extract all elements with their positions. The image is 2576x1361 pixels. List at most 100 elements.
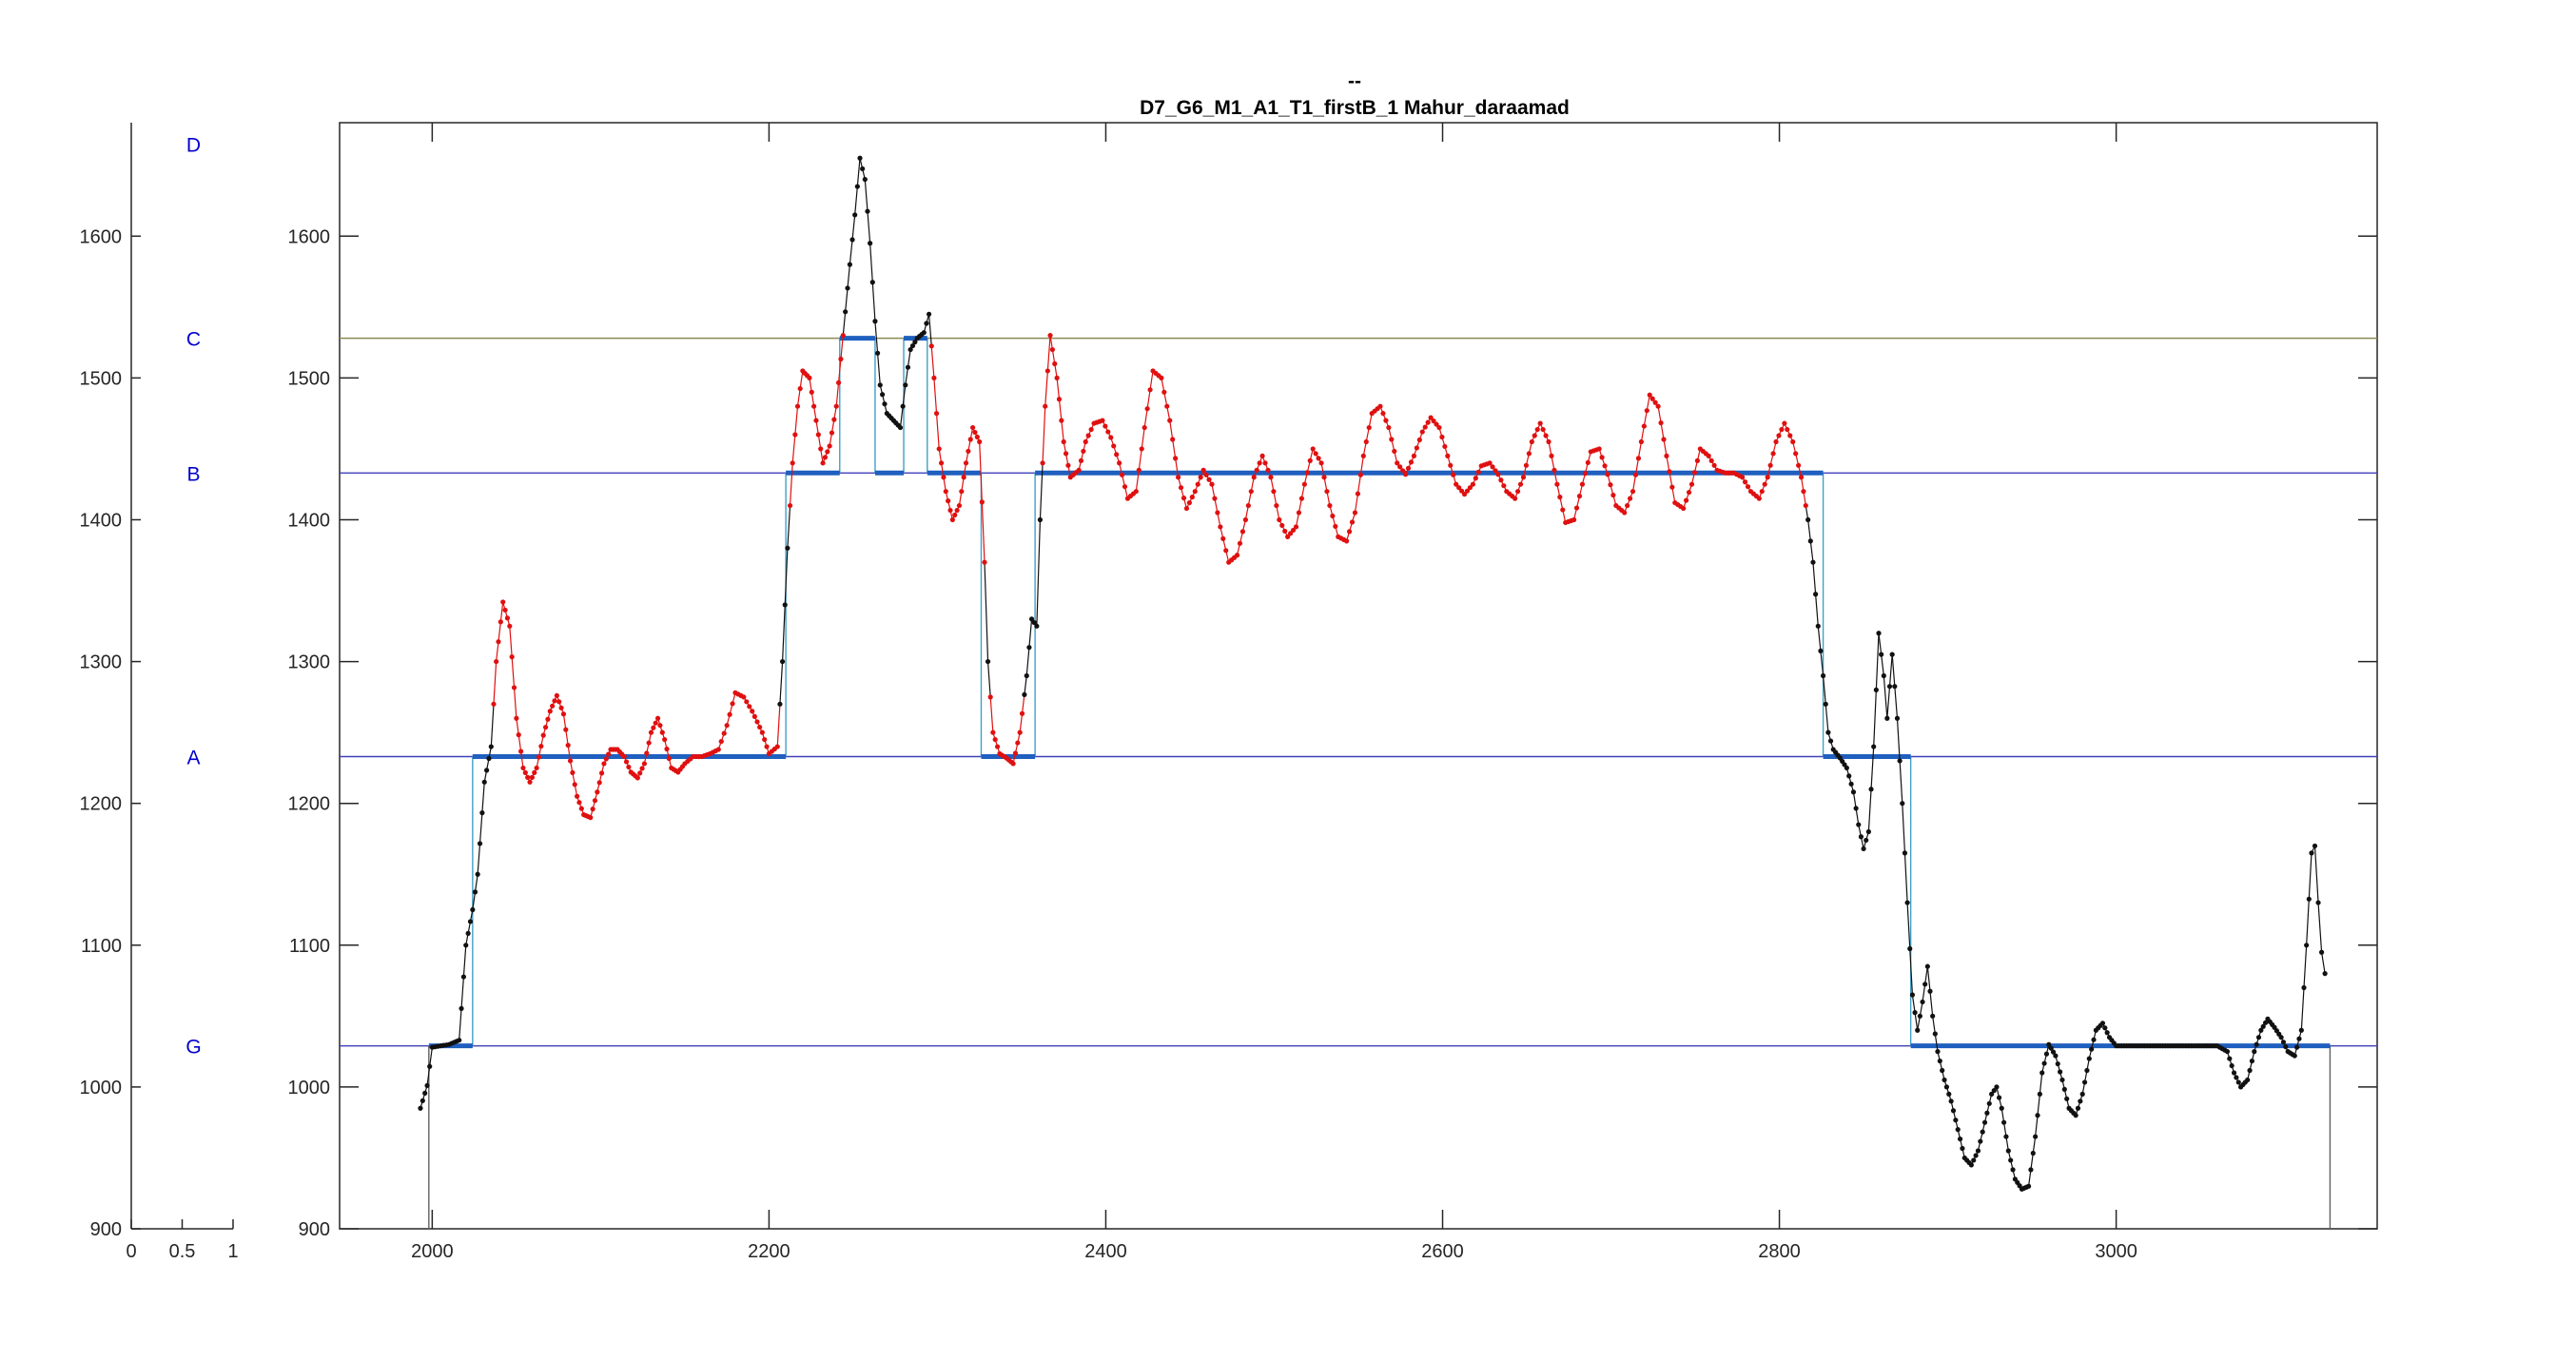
pitch-point (1763, 482, 1767, 487)
pitch-point (777, 702, 782, 707)
pitch-point (517, 732, 521, 737)
pitch-point (1580, 482, 1585, 487)
pitch-point (1920, 1000, 1924, 1004)
pitch-point (556, 699, 561, 704)
pitch-point (852, 212, 857, 217)
pitch-point (1935, 1049, 1940, 1054)
pitch-point (1804, 503, 1808, 508)
pitch-point (962, 475, 966, 479)
pitch-point (857, 156, 862, 161)
pitch-point (995, 744, 1000, 749)
pitch-point (2091, 1038, 2096, 1042)
pitch-point (1605, 472, 1610, 476)
pitch-point (785, 546, 790, 551)
pitch-point (880, 392, 885, 397)
pitch-point (518, 749, 523, 753)
pitch-point (1799, 475, 1804, 479)
pitch-point (836, 380, 841, 385)
pitch-point (1844, 766, 1849, 770)
pitch-point (1170, 437, 1175, 441)
pitch-point (1448, 463, 1453, 468)
pitch-point (1597, 446, 1602, 451)
pitch-point (2003, 1134, 2008, 1138)
pitch-point (964, 460, 968, 465)
pitch-point (1779, 427, 1784, 432)
pitch-point (1890, 652, 1895, 657)
pitch-point (604, 756, 609, 761)
pitch-axis-ytick-label: 1200 (288, 794, 331, 815)
pitch-point (1664, 454, 1669, 458)
pitch-point (1625, 503, 1630, 508)
pitch-point (597, 780, 602, 785)
pitch-point (535, 766, 539, 770)
pitch-point (1193, 489, 1198, 494)
pitch-point (1258, 460, 1262, 465)
pitch-point (2053, 1053, 2058, 1058)
pitch-point (760, 730, 765, 735)
pitch-point (1100, 418, 1104, 423)
pitch-point (728, 712, 732, 717)
pitch-point (1184, 506, 1189, 511)
pitch-point (1199, 475, 1203, 479)
pitch-point (1079, 458, 1083, 463)
pitch-point (427, 1064, 432, 1069)
pitch-point (484, 768, 489, 772)
pitch-point (757, 725, 762, 729)
pitch-point (1785, 427, 1789, 432)
pitch-point (2031, 1151, 2036, 1156)
pitch-point (1642, 423, 1647, 428)
pitch-axis-ytick-label: 900 (299, 1219, 330, 1240)
pitch-point (1299, 496, 1304, 501)
pitch-point (664, 747, 669, 751)
pitch-point (1557, 495, 1562, 499)
pitch-point (496, 639, 500, 644)
pitch-point (1218, 524, 1222, 529)
pitch-point (1773, 439, 1778, 444)
pitch-point (843, 309, 848, 314)
pitch-point (2319, 950, 2324, 955)
pitch-point (1684, 498, 1688, 503)
pitch-point (520, 766, 525, 770)
pitch-point (2227, 1056, 2232, 1060)
pitch-point (1658, 420, 1663, 425)
pitch-point (1782, 420, 1786, 425)
pitch-point (1512, 496, 1517, 501)
pitch-point (1215, 510, 1220, 515)
pitch-point (795, 404, 800, 409)
pitch-point (1905, 900, 1910, 904)
pitch-point (1364, 439, 1369, 444)
pitch-point (2100, 1021, 2105, 1025)
pitch-point (2323, 971, 2328, 976)
pitch-point (838, 357, 843, 361)
pitch-point (657, 723, 662, 728)
pitch-point (1206, 477, 1211, 482)
pitch-point (563, 728, 568, 732)
pitch-point (2309, 850, 2313, 855)
pitch-axis-xtick-label: 2200 (748, 1241, 790, 1262)
pitch-point (2076, 1106, 2080, 1111)
pitch-point (810, 390, 814, 395)
pitch-point (1633, 473, 1638, 477)
pitch-point (811, 404, 816, 409)
pitch-point (1554, 482, 1559, 487)
pitch-point (599, 770, 604, 775)
pitch-point (1987, 1101, 1992, 1106)
pitch-point (741, 694, 746, 699)
pitch-point (931, 376, 936, 380)
pitch-point (1047, 333, 1052, 338)
pitch-point (651, 726, 655, 730)
pitch-point (2307, 897, 2312, 902)
pitch-point (882, 401, 887, 406)
pitch-point (1787, 433, 1792, 437)
pitch-point (1681, 506, 1686, 511)
pitch-point (872, 319, 877, 323)
pitch-point (898, 425, 903, 430)
pitch-point (1895, 716, 1900, 721)
pitch-point (1235, 553, 1239, 557)
pitch-point (870, 280, 875, 284)
pitch-point (649, 730, 654, 735)
pitch-point (1821, 673, 1825, 678)
pitch-point (1639, 439, 1644, 444)
pitch-axis-ytick-label: 1600 (288, 226, 331, 247)
pitch-point (1793, 451, 1798, 456)
